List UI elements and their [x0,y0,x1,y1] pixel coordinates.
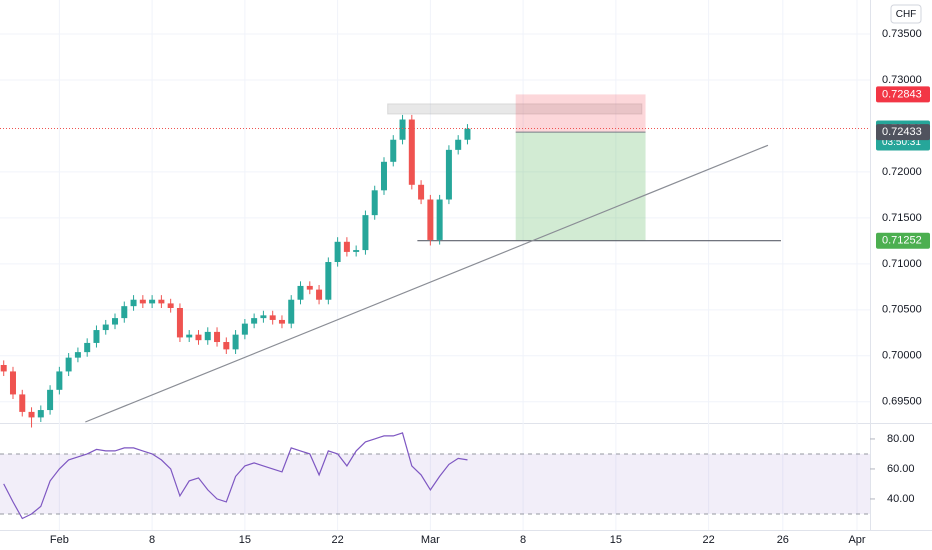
rsi-tick-label: 40.00 [887,493,915,505]
candle-body [56,371,63,390]
x-tick-label: 26 [777,534,789,546]
candle-body [47,389,54,411]
candle-body [399,119,406,140]
candle-body [316,289,323,300]
candle-body [278,319,285,324]
candle-body [269,315,276,320]
y-tick-label: 0.73000 [882,74,922,86]
candle-body [390,139,397,162]
x-tick-label: Mar [421,534,440,546]
x-tick-label: 8 [520,534,526,546]
candle-body [28,411,35,418]
x-tick-label: Feb [50,534,69,546]
candle-body [418,184,425,200]
candle-body [343,241,350,252]
candle-body [260,315,267,319]
currency-box[interactable] [890,4,922,24]
candle-body [306,285,313,290]
candle-body [353,250,360,252]
target-zone [515,132,646,241]
y-tick-label: 0.69500 [882,396,922,408]
x-tick-label: 15 [610,534,622,546]
candle-body [232,334,239,350]
x-tick-label: 15 [239,534,251,546]
rsi-tick-label: 80.00 [887,433,915,445]
price-label-box [876,86,930,103]
countdown: 03:50:31 [882,137,921,148]
y-tick-label: 0.71500 [882,212,922,224]
candle-body [74,352,81,358]
candle-body [204,331,211,341]
stop-zone [515,94,646,133]
candle-body [93,330,100,343]
candle-body [112,318,119,325]
candle-body [380,161,387,191]
rsi-tick-label: 60.00 [887,463,915,475]
y-tick-label: 0.73500 [882,28,922,40]
candle-body [186,334,193,338]
price-label: 0.71252 [882,235,922,247]
candle-body [214,331,221,343]
candle-body [0,364,7,372]
y-tick-label: 0.70500 [882,304,922,316]
candle-body [102,324,109,331]
y-tick-label: 0.71000 [882,258,922,270]
candle-body [297,285,304,300]
y-tick-label: 0.70000 [882,350,922,362]
candle-body [37,410,44,418]
candle-body [362,215,369,251]
candle-body [436,199,443,240]
price-label-box [876,124,930,141]
rsi-line [3,432,468,520]
currency[interactable]: CHF [896,9,917,20]
x-tick-label: 22 [331,534,343,546]
candle-body [176,307,183,338]
candle-body [158,299,165,304]
candle-body [455,139,462,150]
x-tick-label: 22 [702,534,714,546]
y-tick-label: 0.72000 [882,166,922,178]
trend-line [85,144,769,423]
candle-body [9,371,16,395]
candle-body [464,128,471,140]
candle-body [371,190,378,216]
candle-body [195,334,202,341]
price-label-box [876,232,930,249]
resistance-zone [387,103,643,115]
candle-body [130,299,137,307]
price-label: 0.72843 [882,88,922,100]
candle-body [408,119,415,185]
candle-body [251,318,258,324]
candle-body [334,241,341,263]
x-tick-label: 8 [149,534,155,546]
candle-body [121,306,128,319]
x-tick-label: Apr [848,534,865,546]
candle-body [149,299,156,304]
candle-body [167,303,174,308]
candle-body [427,199,434,240]
candle-body [241,323,248,335]
candle-body [65,357,72,372]
price-label: 0.72433 [882,126,922,138]
candle-body [223,342,230,350]
candle-body [84,342,91,353]
candle-body [445,149,452,200]
candle-body [19,394,26,412]
candle-body [325,262,332,300]
candle-body [139,299,146,304]
candle-body [288,299,295,324]
